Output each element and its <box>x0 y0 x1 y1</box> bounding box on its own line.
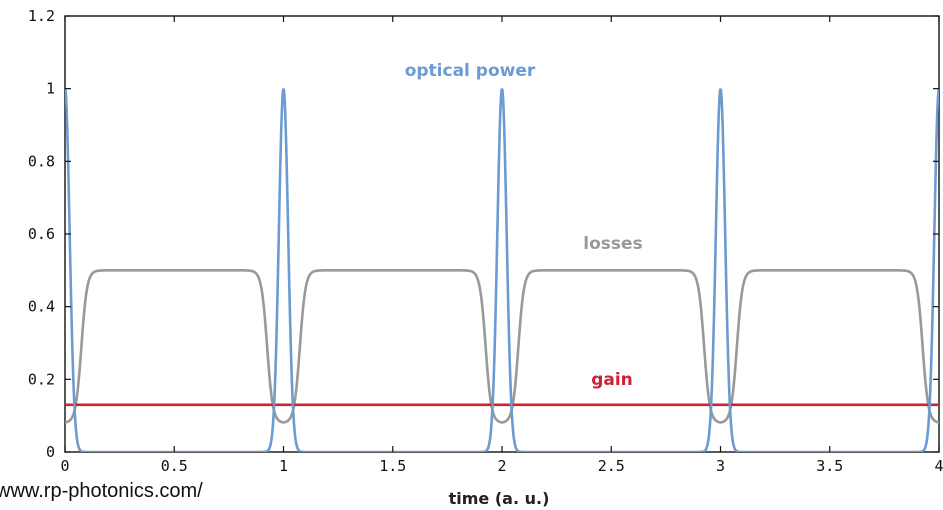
labels-layer: optical power losses gain time (a. u.) w… <box>0 61 643 508</box>
series-label-gain: gain <box>591 370 633 390</box>
ticks-layer: 0 0.5 1 1.5 2 2.5 3 3.5 4 0 0.2 0.4 0.6 0.8 1 1.2 <box>28 7 943 475</box>
x-tick-label: 2.5 <box>598 457 625 475</box>
x-tick-label: 2 <box>497 457 506 475</box>
x-axis-title: time (a. u.) <box>449 489 550 508</box>
y-tick-label: 0.6 <box>28 225 55 243</box>
source-credit: www.rp-photonics.com/ <box>0 480 203 502</box>
series-label-optical-power: optical power <box>405 61 536 81</box>
series-line-losses <box>65 269 939 424</box>
plot-area <box>64 15 940 453</box>
series-line-optical-power <box>65 88 939 452</box>
x-tick-label: 0.5 <box>161 457 188 475</box>
x-tick-label: 3.5 <box>816 457 843 475</box>
x-tick-label: 1 <box>279 457 288 475</box>
y-tick-label: 0.2 <box>28 370 55 388</box>
plot-frame <box>64 15 940 453</box>
y-tick-label: 1 <box>46 80 55 98</box>
x-tick-label: 4 <box>934 457 943 475</box>
y-tick-label: 1.2 <box>28 7 55 25</box>
x-tick-label: 0 <box>60 457 69 475</box>
x-tick-label: 1.5 <box>379 457 406 475</box>
x-tick-label: 3 <box>716 457 725 475</box>
y-tick-label: 0.8 <box>28 152 55 170</box>
y-tick-label: 0.4 <box>28 298 55 316</box>
series-label-losses: losses <box>583 234 642 254</box>
series-layer <box>65 88 939 452</box>
y-tick-label: 0 <box>46 443 55 461</box>
